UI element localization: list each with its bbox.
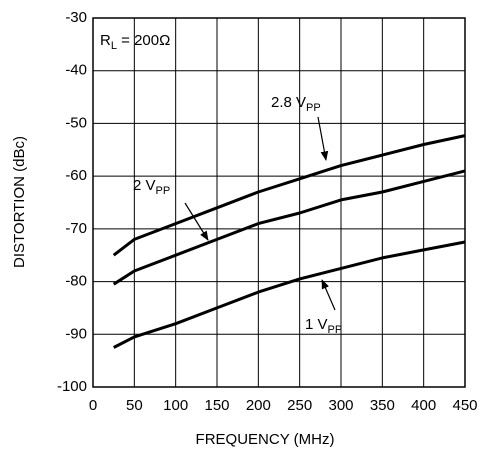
x-tick-label: 350: [370, 397, 395, 414]
x-tick-label: 0: [89, 397, 97, 414]
series-line: [112, 169, 466, 286]
x-tick-label: 450: [452, 397, 477, 414]
series-label-name: 1 V: [305, 316, 328, 333]
label-arrow: [317, 116, 329, 161]
series-line: [113, 240, 466, 349]
y-axis-title: DISTORTION (dBc): [11, 136, 28, 268]
y-tick-label: -80: [65, 273, 87, 290]
x-tick-label: 300: [328, 397, 353, 414]
label-arrow: [321, 279, 336, 311]
y-tick-label: -40: [65, 62, 87, 79]
y-tick-label: -90: [65, 325, 87, 342]
series-label-sub: PP: [156, 185, 171, 197]
x-axis-title: FREQUENCY (MHz): [196, 431, 335, 448]
x-tick-label: 100: [163, 397, 188, 414]
y-tick-label: -30: [65, 9, 87, 26]
series-label-sub: PP: [328, 324, 343, 336]
series-label: 2.8 VPP: [271, 94, 321, 114]
annotation-sub: L: [111, 40, 117, 52]
annotation-rest: = 200Ω: [117, 32, 170, 49]
annotation: RL = 200Ω: [100, 32, 170, 52]
series-label-name: 2.8 V: [271, 94, 306, 111]
x-tick-label: 250: [287, 397, 312, 414]
series-label-name: 2 V: [133, 177, 156, 194]
x-tick-label: 200: [246, 397, 271, 414]
y-tick-label: -50: [65, 114, 87, 131]
y-tick-label: -70: [65, 220, 87, 237]
series-label-sub: PP: [306, 102, 321, 114]
series-label: 1 VPP: [305, 316, 342, 336]
plot-frame: [92, 17, 466, 388]
x-tick-label: 150: [204, 397, 229, 414]
y-tick-label: -100: [57, 378, 87, 395]
y-tick-label: -60: [65, 167, 87, 184]
series-label: 2 VPP: [133, 177, 170, 197]
x-tick-label: 50: [126, 397, 143, 414]
annotation-text: R: [100, 32, 111, 49]
series-line: [112, 134, 466, 257]
x-tick-label: 400: [411, 397, 436, 414]
label-arrow: [184, 202, 209, 241]
